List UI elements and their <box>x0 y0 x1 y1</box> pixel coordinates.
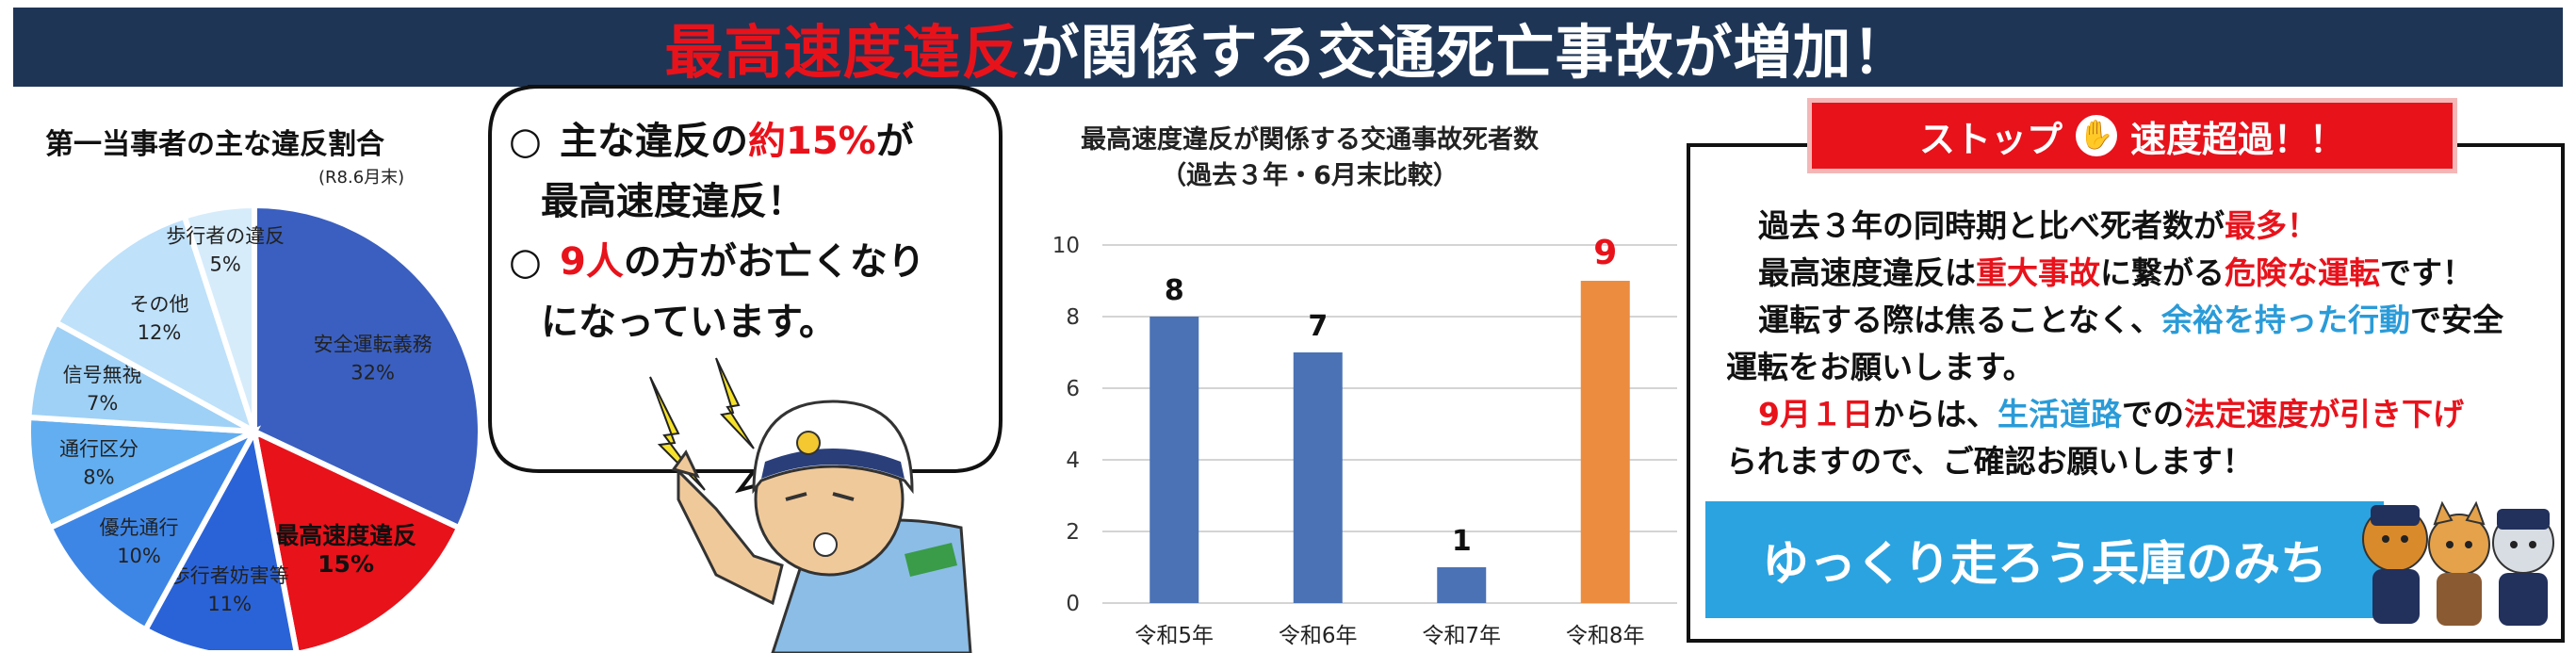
bubble-line-1-highlight: 約15% <box>748 120 876 163</box>
pie-slice-1 <box>252 202 483 532</box>
bar-x-tick-label: 令和7年 <box>1422 624 1501 648</box>
bar-2-data-label: 7 <box>1308 310 1328 343</box>
pie-slice-4 <box>45 425 262 634</box>
stop-line-2-b: に繋がる <box>2100 254 2225 291</box>
pie-slice-7 <box>52 212 260 438</box>
pie-slice-2-label: 最高速度違反 <box>275 522 416 549</box>
stop-line-5-highlight-2: 生活道路 <box>1997 396 2122 433</box>
bar-y-tick-label: 0 <box>1066 592 1080 616</box>
stop-line-6: られますので、ご確認お願いします！ <box>1726 443 2254 480</box>
pie-slice-1-value: 32% <box>351 361 395 384</box>
bar-y-tick-label: 6 <box>1066 377 1080 401</box>
stop-speeding-header: ストップ ✋ 速度超過！！ <box>1807 98 2457 173</box>
stop-header-text-b: 速度超過！！ <box>2130 118 2346 160</box>
slogan-banner: ゆっくり走ろう兵庫のみち <box>1705 501 2384 618</box>
stop-line-1-a: 過去３年の同時期と比べ死者数が <box>1758 207 2225 244</box>
stop-message-body: 過去３年の同時期と比べ死者数が最多！ 最高速度違反は重大事故に繋がる危険な運転で… <box>1726 203 2536 485</box>
speech-bubble-text: ○ 主な違反の約15%が 最高速度違反！ ○ 9人の方がお亡くなり になっています。 <box>509 111 925 352</box>
bar-chart: 0 2 4 6 8 10 8 令和5年 7 令和6年 1 令和7年 9 令和8年 <box>1052 234 1677 648</box>
bar-4 <box>1580 281 1630 603</box>
bar-y-tick-label: 10 <box>1052 234 1080 258</box>
pie-slice-6-value: 7% <box>87 392 118 415</box>
pie-chart-title: 第一当事者の主な違反割合 <box>45 128 384 161</box>
stop-hand-icon: ✋ <box>2076 115 2117 156</box>
bubble-line-1-b: が <box>875 120 914 163</box>
bar-x-tick-label: 令和5年 <box>1134 624 1214 648</box>
pie-slice-8 <box>181 202 257 433</box>
pie-slice-3-value: 11% <box>207 593 252 615</box>
stop-line-5-highlight-1: 9月１日 <box>1758 396 1873 433</box>
stop-line-2-highlight-2: 危険な運転 <box>2225 254 2380 291</box>
pie-slice-6-label: 信号無視 <box>63 364 142 386</box>
banner-title: 最高速度違反が関係する交通死亡事故が増加！ <box>664 5 1911 90</box>
pie-slice-4-value: 10% <box>117 545 161 567</box>
mascot-characters-illustration <box>2362 500 2554 626</box>
bubble-line-3: ○ 9人の方がお亡くなり <box>509 232 925 292</box>
stop-header-text-a: ストップ <box>1918 118 2062 160</box>
bar-3 <box>1437 567 1487 603</box>
pie-slice-8-value: 5% <box>210 253 241 276</box>
pie-slice-7-label: その他 <box>130 293 189 316</box>
circle-bullet: ○ <box>509 120 542 163</box>
bubble-line-1-a: 主な違反の <box>560 120 748 163</box>
pie-slice-3 <box>141 423 300 650</box>
pie-slice-1-label: 安全運転義務 <box>314 333 432 355</box>
bar-1 <box>1149 317 1199 603</box>
stop-line-2-highlight-1: 重大事故 <box>1976 254 2100 291</box>
bubble-line-1: ○ 主な違反の約15%が <box>509 111 925 171</box>
pie-slice-3-label: 歩行者妨害等 <box>171 564 289 587</box>
stop-line-3-highlight: 余裕を持った行動 <box>2161 302 2411 338</box>
stop-line-1-highlight: 最多！ <box>2225 207 2318 244</box>
stop-line-4: 運転をお願いします。 <box>1726 349 2034 385</box>
pie-slice-7-value: 12% <box>138 321 182 344</box>
pie-slice-4-label: 優先通行 <box>100 516 179 539</box>
stop-line-3: 運転する際は焦ることなく、余裕を持った行動で安全 <box>1726 297 2536 344</box>
pie-slice-5-value: 8% <box>83 465 114 488</box>
bar-x-tick-label: 令和8年 <box>1566 624 1645 648</box>
stop-line-2-a: 最高速度違反は <box>1758 254 1976 291</box>
stop-line-5: 9月１日からは、生活道路での法定速度が引き下げ <box>1726 391 2536 438</box>
bar-4-data-label: 9 <box>1593 234 1617 272</box>
banner-title-highlight: 最高速度違反 <box>664 18 1021 87</box>
stop-line-5-a: からは、 <box>1872 396 1997 433</box>
pie-slice-5 <box>25 414 256 532</box>
bar-chart-title-line-1: 最高速度違反が関係する交通事故死者数 <box>1081 125 1539 155</box>
mascot-lion <box>2362 505 2428 624</box>
police-officer-illustration <box>671 400 972 653</box>
banner-title-rest: が関係する交通死亡事故が増加！ <box>1020 18 1912 87</box>
mascot-dog <box>2492 509 2554 626</box>
circle-bullet: ○ <box>509 240 542 284</box>
bar-chart-title: 最高速度違反が関係する交通事故死者数 （過去３年・6月末比較） <box>1065 122 1555 194</box>
bar-chart-title-line-2: （過去３年・6月末比較） <box>1161 161 1459 190</box>
stop-line-3-a: 運転する際は焦ることなく、 <box>1758 302 2162 338</box>
pie-chart-date-note: (R8.6月末) <box>318 168 405 188</box>
bar-y-tick-label: 2 <box>1066 520 1080 545</box>
bubble-line-4: になっています。 <box>541 301 837 344</box>
lightning-icon <box>649 357 755 491</box>
stop-line-3-b: で安全 <box>2410 302 2504 338</box>
bar-1-data-label: 8 <box>1165 274 1184 307</box>
stop-line-5-b: での <box>2121 396 2184 433</box>
bar-3-data-label: 1 <box>1452 525 1472 558</box>
bar-2 <box>1293 352 1343 603</box>
bubble-line-3-b: の方がお亡くなり <box>623 240 925 284</box>
bar-y-tick-label: 4 <box>1066 449 1080 473</box>
bubble-line-2: 最高速度違反！ <box>541 180 805 223</box>
header-banner: 最高速度違反が関係する交通死亡事故が増加！ <box>13 8 2563 87</box>
stop-line-5-highlight-3: 法定速度が引き下げ <box>2183 396 2464 433</box>
stop-line-2: 最高速度違反は重大事故に繋がる危険な運転です！ <box>1726 250 2536 297</box>
bar-x-tick-label: 令和6年 <box>1279 624 1358 648</box>
pie-slice-2-value: 15% <box>318 550 374 578</box>
stop-line-1: 過去３年の同時期と比べ死者数が最多！ <box>1726 203 2536 250</box>
stop-line-2-c: です！ <box>2380 254 2473 291</box>
pie-slice-5-label: 通行区分 <box>59 437 139 460</box>
bubble-line-3-highlight: 9人 <box>560 240 624 284</box>
mascot-cat <box>2428 500 2490 626</box>
pie-slice-8-label: 歩行者の違反 <box>166 225 285 248</box>
pie-slice-2 <box>250 426 464 650</box>
bar-y-tick-label: 8 <box>1066 305 1080 330</box>
